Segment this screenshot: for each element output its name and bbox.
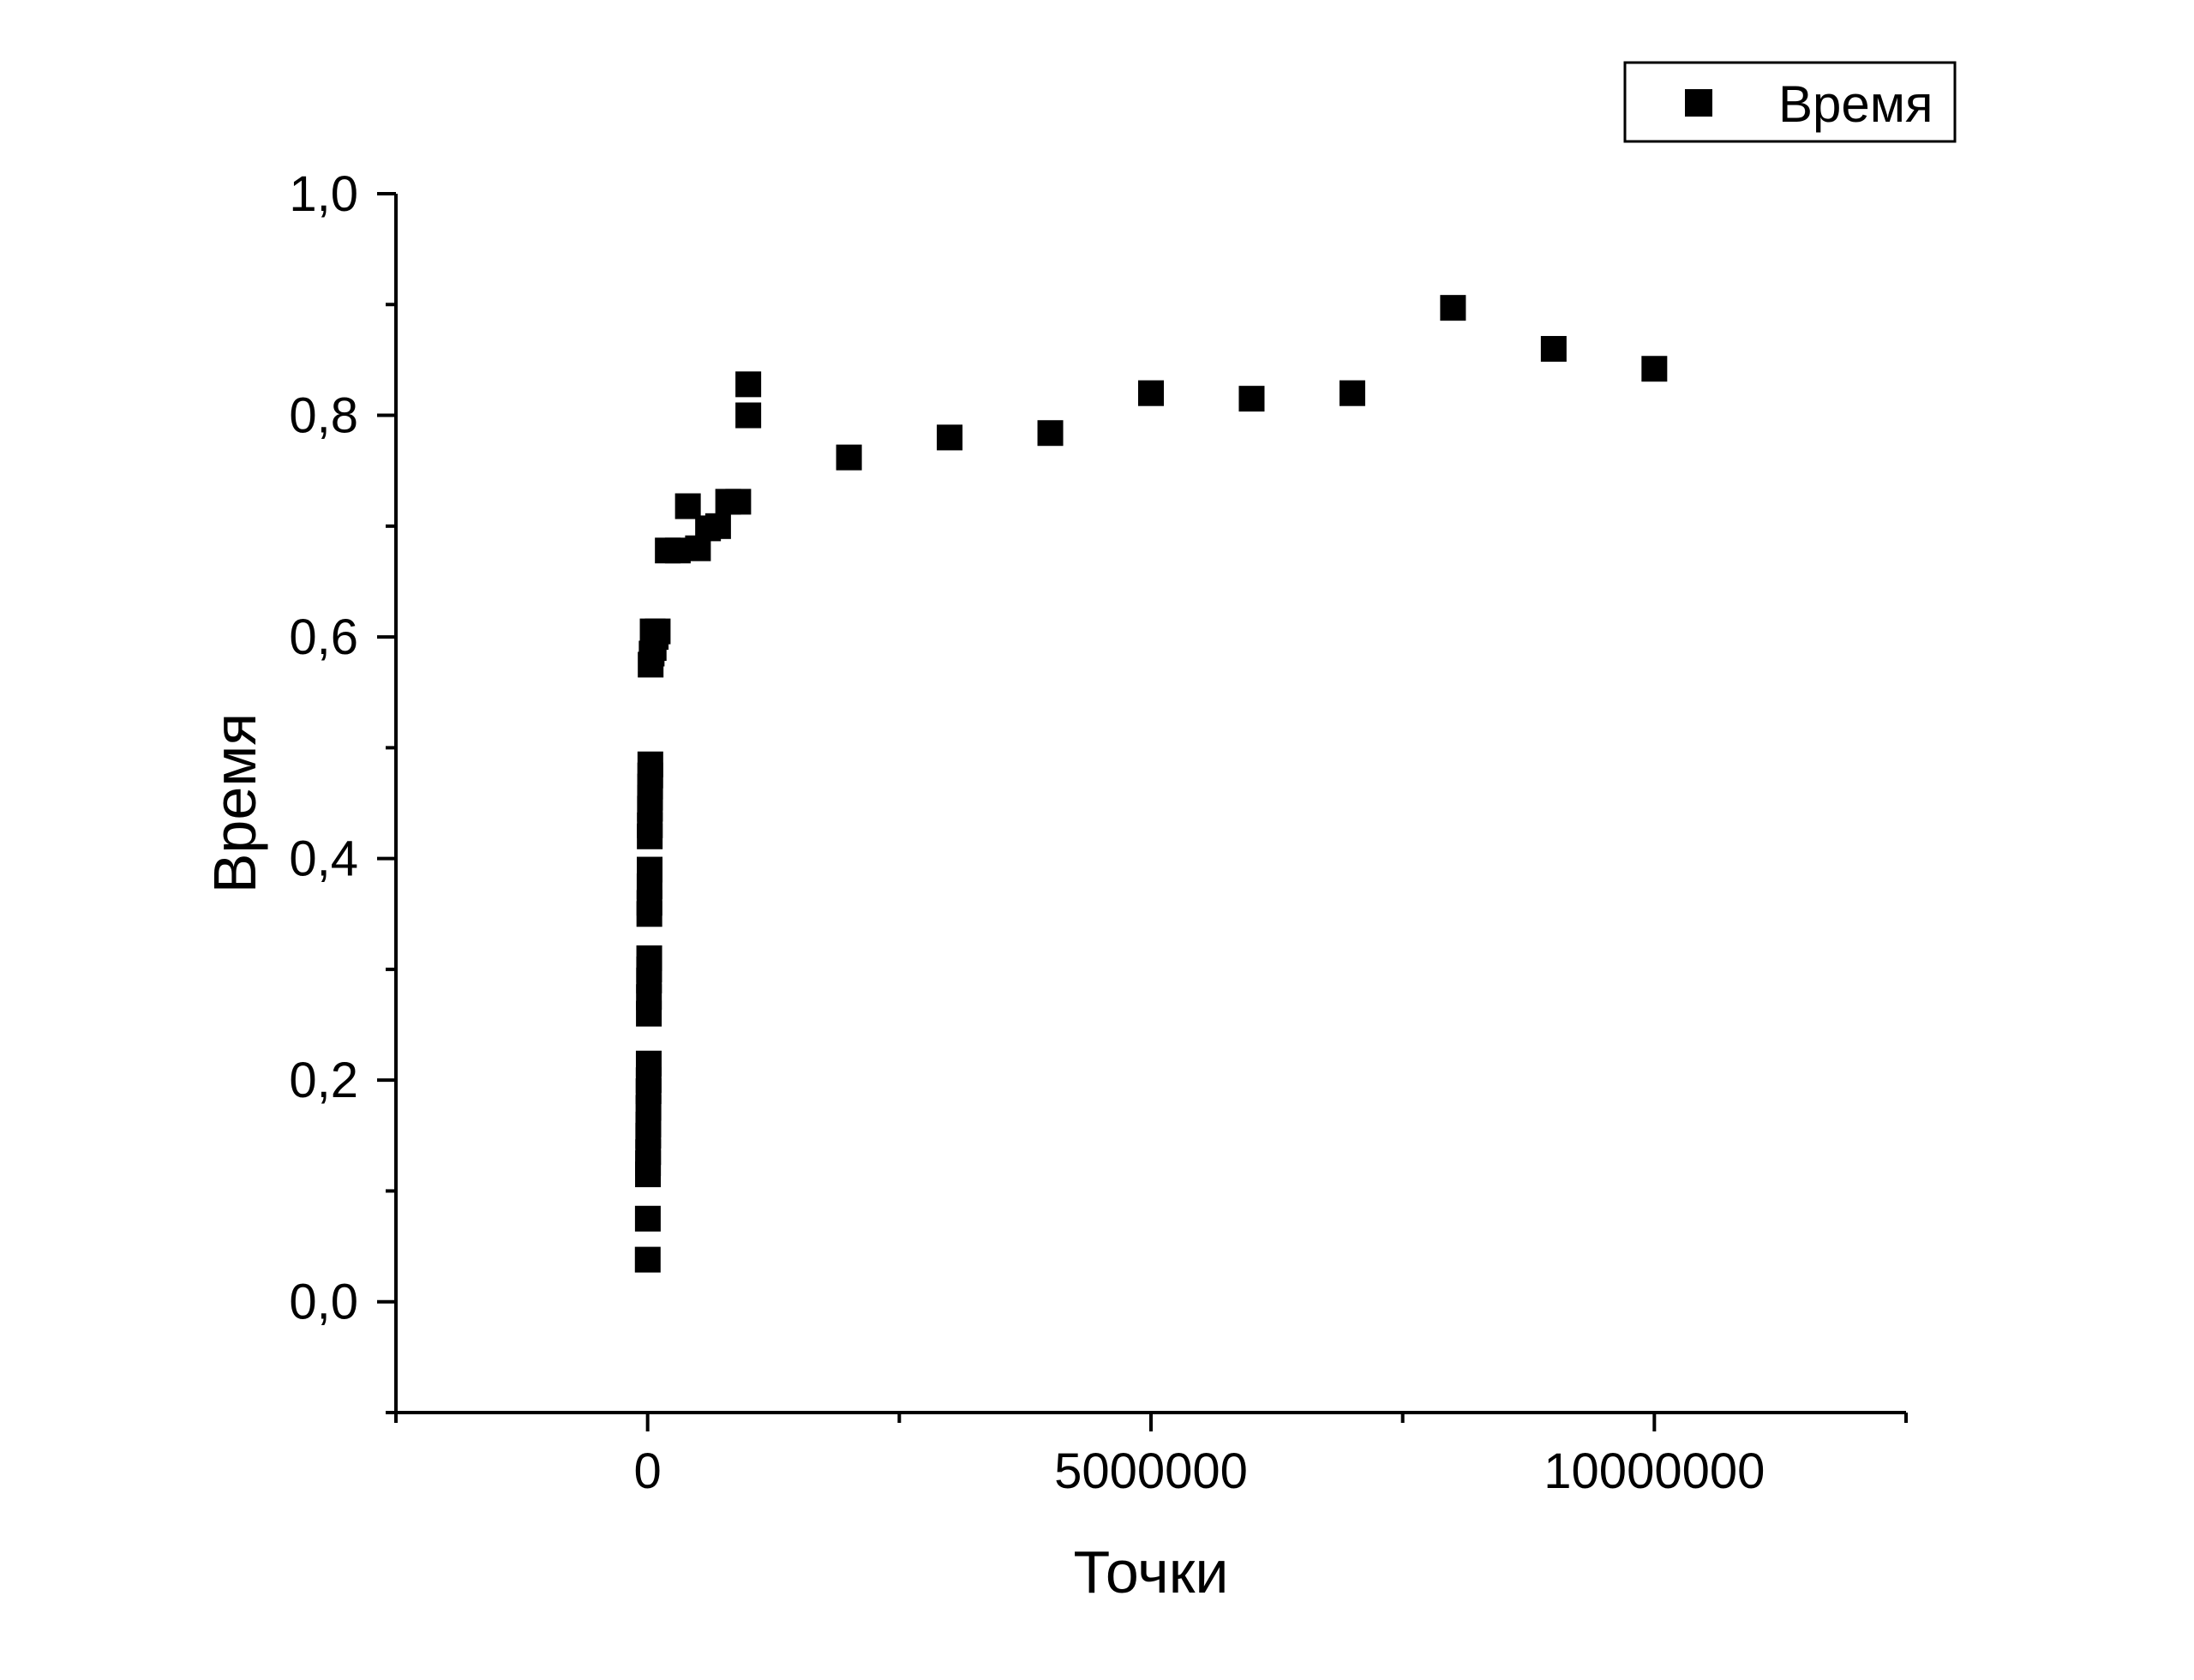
data-point [735,402,762,429]
data-point [644,618,671,645]
data-point [1641,356,1668,382]
data-point [725,489,752,515]
y-tick-label: 0,8 [289,388,358,444]
x-axis-title: Точки [1074,1539,1229,1605]
y-tick-label: 0,6 [289,609,358,665]
data-point [1138,380,1164,406]
ticks [377,192,1908,1431]
legend-box [1623,61,1957,143]
data-point [1440,295,1466,321]
legend-marker [1685,89,1712,117]
data-point [1037,420,1064,447]
data-point [735,371,762,398]
data-point [637,856,663,883]
y-axis-title: Время [201,713,268,894]
data-point [636,945,662,971]
data-point [1540,335,1567,362]
legend-label: Время [1778,75,1933,133]
axes [394,194,1906,1414]
legend: Время [1623,61,1957,143]
data-point [637,751,663,777]
data-points [634,295,1668,1273]
y-tick-label: 0,0 [289,1275,358,1330]
x-tick-label: 5000000 [1054,1443,1248,1499]
y-tick-label: 0,4 [289,831,358,887]
data-point [836,444,862,471]
data-point [1339,380,1365,406]
x-tick-label: 0 [634,1443,662,1499]
data-point [635,1050,662,1077]
data-point [674,493,701,519]
data-point [634,1205,661,1232]
data-point [704,513,731,539]
y-tick-label: 0,2 [289,1053,358,1108]
x-tick-label: 10000000 [1544,1443,1765,1499]
y-tick-label: 1,0 [289,166,358,222]
data-point [634,1246,661,1273]
data-point [937,424,963,451]
tick-labels: 0 5000000 10000000 0,0 0,2 0,4 0,6 0,8 1,0 [289,166,1765,1499]
data-point [1238,386,1265,412]
